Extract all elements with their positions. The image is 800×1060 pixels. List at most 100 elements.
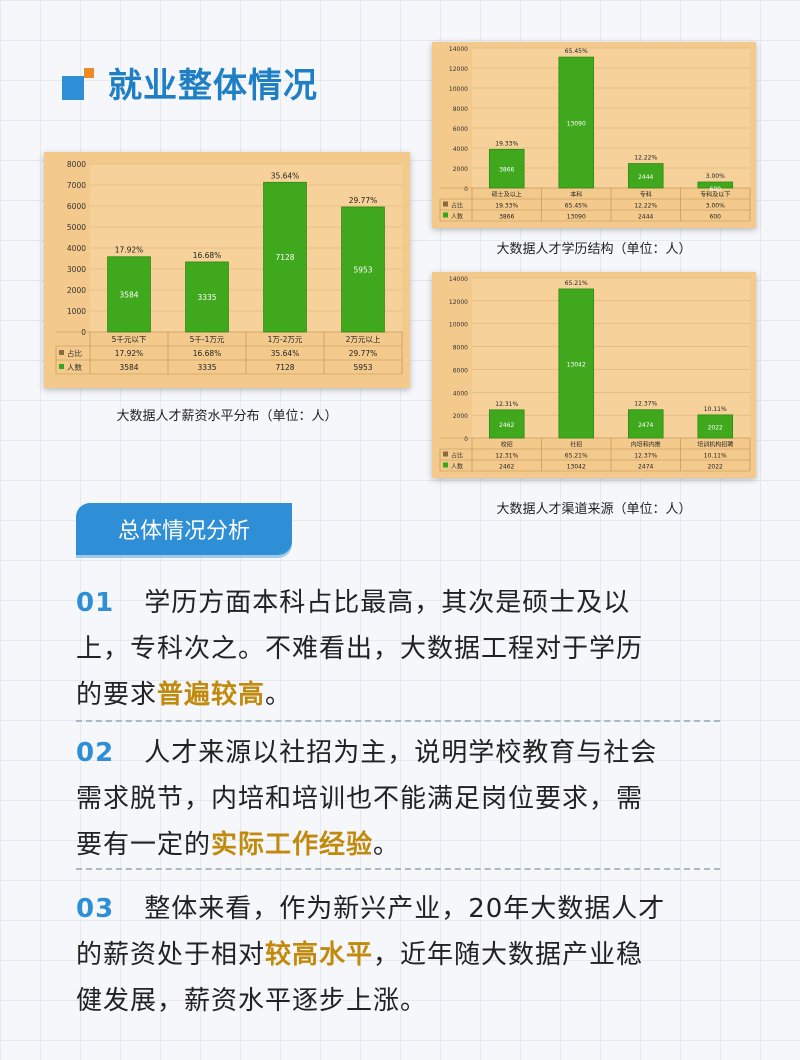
table-count-cell: 2022 [708,464,723,471]
table-pct-cell: 65.21% [565,453,588,460]
y-tick-label: 5000 [67,223,86,232]
x-tick-label: 培训机构招聘 [697,441,733,449]
legend-label: 占比 [451,452,463,460]
table-pct-cell: 29.77% [349,349,378,358]
y-tick-label: 7000 [67,181,86,190]
point-number: 02 [76,738,115,768]
point-text-tail: 。 [265,680,293,710]
point-number: 01 [76,588,115,618]
table-pct-cell: 12.37% [634,453,657,460]
y-tick-label: 2000 [453,166,468,173]
analysis-point-3: 03 整体来看，作为新兴产业，20年大数据人才 的薪资处于相对较高水平，近年随大数… [76,886,736,1024]
x-tick-label: 硕士及以上 [492,191,522,199]
y-tick-label: 14000 [449,276,468,283]
y-tick-label: 6000 [453,126,468,133]
table-count-cell: 2462 [499,464,514,471]
point-text-line: 学历方面本科占比最高，其次是硕士及以 [144,588,631,618]
y-tick-label: 8000 [453,345,468,352]
page-header: 就业整体情况 [62,58,318,107]
bar-value-label: 2022 [708,424,723,431]
y-tick-label: 4000 [453,390,468,397]
bar [488,409,525,439]
y-tick-label: 0 [464,186,468,193]
table-count-cell: 2444 [638,214,653,221]
x-tick-label: 社招 [570,441,582,449]
point-highlight: 较高水平 [265,940,374,970]
bar-value-label: 2462 [499,422,514,429]
table-count-cell: 3866 [499,214,514,221]
bar [697,414,734,439]
legend-label: 占比 [451,202,463,210]
legend-swatch-count [59,364,64,369]
y-tick-label: 8000 [67,160,86,169]
bar [107,256,151,333]
legend-swatch-pct [59,350,64,355]
table-count-cell: 3584 [119,363,138,372]
point-text-line: 要有一定的 [76,830,212,860]
bar [558,288,595,439]
table-pct-cell: 12.22% [634,203,657,210]
legend-swatch-count [443,462,448,468]
bar-value-label: 3866 [499,167,514,174]
table-pct-cell: 65.45% [565,203,588,210]
x-tick-label: 2万元以上 [346,335,381,344]
point-text-line: 人才来源以社招为主，说明学校教育与社会 [144,738,658,768]
channel-chart-card: 0 2000 4000 6000 8000 10000 12000 14000 占比 人数 12.3… [432,272,756,478]
y-tick-label: 2000 [453,413,468,420]
x-tick-label: 本科 [570,191,582,199]
y-tick-label: 10000 [449,86,468,93]
bar-value-label: 2474 [638,422,653,429]
x-tick-label: 校招 [501,441,513,449]
table-pct-cell: 10.11% [704,453,727,460]
x-tick-label: 5千元以下 [112,334,147,344]
x-tick-label: 1万-2万元 [268,335,303,344]
analysis-point-1: 01 学历方面本科占比最高，其次是硕士及以 上，专科次之。不难看出，大数据工程对于… [76,580,736,718]
y-tick-label: 4000 [67,244,86,253]
bar-pct-label: 65.45% [565,48,588,55]
legend-label: 人数 [451,213,463,221]
table-pct-cell: 35.64% [271,349,300,358]
bar-pct-label: 29.77% [349,196,378,205]
point-text-line: 整体来看，作为新兴产业，20年大数据人才 [144,894,666,924]
title-square-icon [62,62,96,104]
bar [341,206,385,333]
table-pct-cell: 17.92% [115,349,144,358]
point-highlight: 实际工作经验 [211,830,374,860]
bar-value-label: 3584 [119,290,138,299]
point-text-tail: 。 [373,830,401,860]
table-count-cell: 2474 [638,464,653,471]
y-tick-label: 10000 [449,322,468,329]
bar-value-label: 2444 [638,174,653,181]
point-text-line: 的薪资处于相对 [76,940,266,970]
y-tick-label: 0 [81,328,86,337]
y-tick-label: 12000 [449,66,468,73]
bar-value-label: 7128 [275,253,294,262]
point-text-line: 需求脱节，内培和培训也不能满足岗位要求，需 [76,784,644,814]
x-tick-label: 5千-1万元 [190,334,225,344]
point-highlight: 普遍较高 [157,680,266,710]
bar [263,181,307,333]
table-pct-cell: 19.33% [495,203,518,210]
bar-value-label: 13090 [567,121,586,128]
analysis-title-badge: 总体情况分析 [76,503,292,555]
salary-chart-card: 0 1000 2000 3000 4000 5000 6000 7000 8000 占比 人数 17.… [44,152,410,388]
bar-pct-label: 17.92% [115,246,144,255]
page-title: 就业整体情况 [108,66,318,106]
bar-pct-label: 12.37% [634,401,657,408]
legend-swatch-pct [443,451,448,457]
bar-pct-label: 16.68% [193,251,222,260]
table-pct-cell: 12.31% [495,453,518,460]
legend-swatch-pct [443,201,448,207]
bar-value-label: 600 [710,186,722,193]
bar [697,181,734,189]
bar-pct-label: 19.33% [495,140,518,147]
education-chart-caption: 大数据人才学历结构（单位：人） [496,242,692,257]
y-tick-label: 6000 [453,367,468,374]
bar [185,261,229,333]
y-tick-label: 12000 [449,299,468,306]
x-tick-label: 专科及以下 [700,191,730,199]
channel-chart-caption: 大数据人才渠道来源（单位：人） [496,502,692,517]
legend-label: 人数 [451,463,463,471]
